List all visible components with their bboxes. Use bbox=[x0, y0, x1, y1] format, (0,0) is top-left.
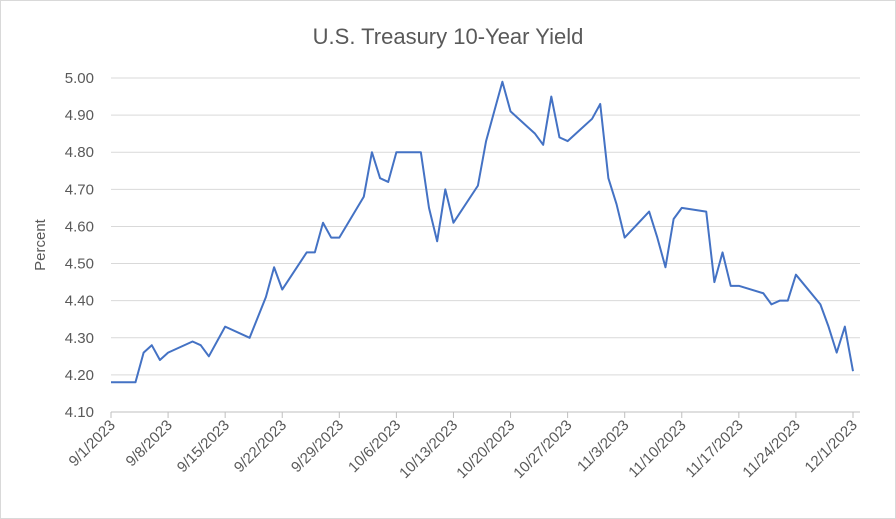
y-tick-label: 4.30 bbox=[65, 330, 94, 347]
y-tick-label: 4.10 bbox=[65, 404, 94, 421]
line bbox=[111, 80, 854, 384]
y-tick-label: 4.60 bbox=[65, 218, 94, 235]
y-tick-label: 4.80 bbox=[65, 144, 94, 161]
y-tick-label: 4.90 bbox=[65, 107, 94, 124]
y-tick-label: 4.40 bbox=[65, 293, 94, 310]
y-tick-label: 4.20 bbox=[65, 367, 94, 384]
y-tick-label: 4.50 bbox=[65, 256, 94, 273]
y-axis-label: Percent bbox=[32, 218, 49, 271]
y-tick-label: 4.70 bbox=[65, 181, 94, 198]
y-tick-label: 5.00 bbox=[65, 70, 94, 87]
chart-title: U.S. Treasury 10-Year Yield bbox=[313, 24, 584, 49]
